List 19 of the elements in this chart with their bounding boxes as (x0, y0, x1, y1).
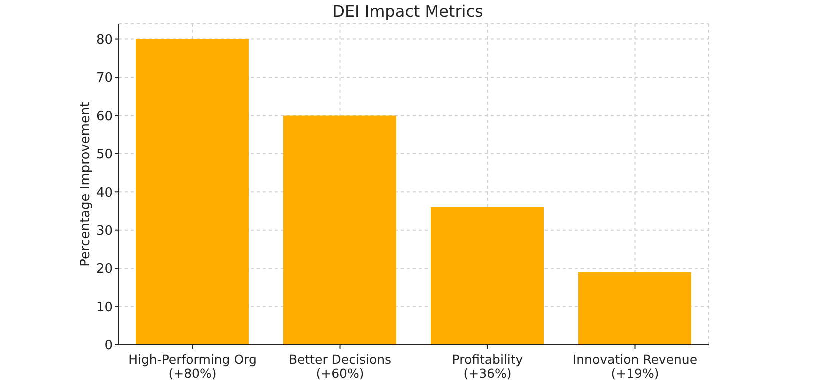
y-tick-label: 70 (96, 71, 113, 86)
x-tick-label: Innovation Revenue (+19%) (572, 352, 698, 381)
y-tick-label: 80 (96, 32, 113, 48)
bar (431, 207, 544, 345)
y-tick-label: 10 (96, 300, 113, 316)
y-tick-label: 50 (96, 148, 113, 163)
x-tick-label: High-Performing Org (+80%) (128, 352, 257, 381)
x-tick-label: Better Decisions (+60%) (288, 352, 392, 381)
y-tick-label: 30 (96, 224, 113, 239)
x-tick-label: Profitability (+36%) (452, 352, 524, 381)
bar (136, 39, 249, 345)
bar (284, 116, 396, 345)
y-tick-label: 0 (104, 338, 113, 354)
y-axis-title: Percentage Improvement (78, 102, 94, 267)
y-tick-label: 40 (96, 186, 113, 201)
y-tick-label: 60 (96, 109, 113, 124)
y-tick-label: 20 (96, 262, 113, 278)
bar (578, 272, 692, 345)
chart-title: DEI Impact Metrics (332, 2, 484, 21)
